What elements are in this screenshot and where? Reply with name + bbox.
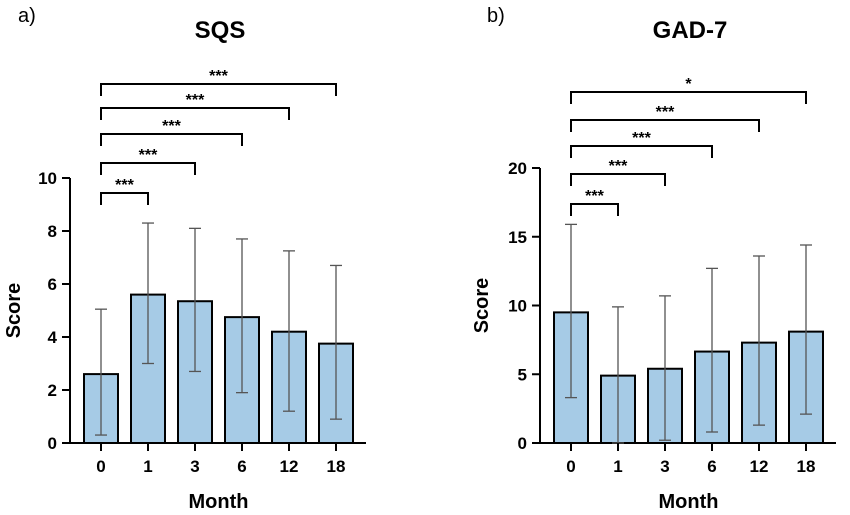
- y-tick-label: 6: [48, 275, 57, 294]
- y-axis-label: Score: [471, 278, 493, 334]
- significance-label-0-3: ***: [609, 158, 628, 175]
- x-tick-label: 3: [660, 457, 669, 476]
- y-tick-label: 5: [518, 365, 527, 384]
- x-tick-label: 0: [96, 457, 105, 476]
- significance-label-0-6: ***: [632, 130, 651, 147]
- chart-title: SQS: [195, 17, 246, 44]
- significance-label-0-3: ***: [139, 147, 158, 164]
- chart-title: GAD-7: [653, 17, 728, 44]
- panel-label: a): [18, 5, 36, 27]
- significance-bracket-0-6: [570, 145, 713, 158]
- significance-label-0-1: ***: [585, 188, 604, 205]
- significance-label-0-6: ***: [162, 118, 181, 135]
- significance-bracket-0-18: [100, 83, 337, 96]
- panel-label: b): [487, 5, 505, 27]
- y-axis-label: Score: [3, 283, 25, 339]
- significance-bracket-0-12: [570, 119, 760, 132]
- significance-bracket-0-18: [570, 91, 807, 104]
- x-tick-label: 12: [750, 457, 769, 476]
- significance-bracket-0-1: [570, 203, 619, 216]
- y-tick-label: 0: [518, 434, 527, 453]
- y-tick-label: 8: [48, 222, 57, 241]
- y-tick-label: 0: [48, 434, 57, 453]
- y-tick-label: 4: [48, 328, 58, 347]
- y-tick-label: 10: [38, 169, 57, 188]
- y-tick-label: 20: [508, 159, 527, 178]
- significance-label-0-12: ***: [186, 92, 205, 109]
- significance-label-0-18: *: [685, 76, 692, 93]
- x-tick-label: 6: [707, 457, 716, 476]
- x-tick-label: 6: [237, 457, 246, 476]
- y-tick-label: 2: [48, 381, 57, 400]
- x-axis-label: Month: [189, 491, 249, 513]
- x-tick-label: 1: [613, 457, 622, 476]
- significance-label-0-12: ***: [656, 104, 675, 121]
- significance-bracket-0-3: [100, 162, 196, 175]
- x-tick-label: 1: [143, 457, 152, 476]
- x-axis-label: Month: [659, 491, 719, 513]
- x-tick-label: 18: [327, 457, 346, 476]
- y-tick-label: 10: [508, 297, 527, 316]
- significance-bracket-0-3: [570, 173, 666, 186]
- y-tick-label: 15: [508, 228, 527, 247]
- significance-bracket-0-1: [100, 192, 149, 205]
- x-tick-label: 0: [566, 457, 575, 476]
- x-tick-label: 3: [190, 457, 199, 476]
- significance-bracket-0-12: [100, 107, 290, 120]
- significance-bracket-0-6: [100, 133, 243, 146]
- x-tick-label: 12: [280, 457, 299, 476]
- x-tick-label: 18: [797, 457, 816, 476]
- significance-label-0-1: ***: [115, 177, 134, 194]
- significance-label-0-18: ***: [209, 68, 228, 85]
